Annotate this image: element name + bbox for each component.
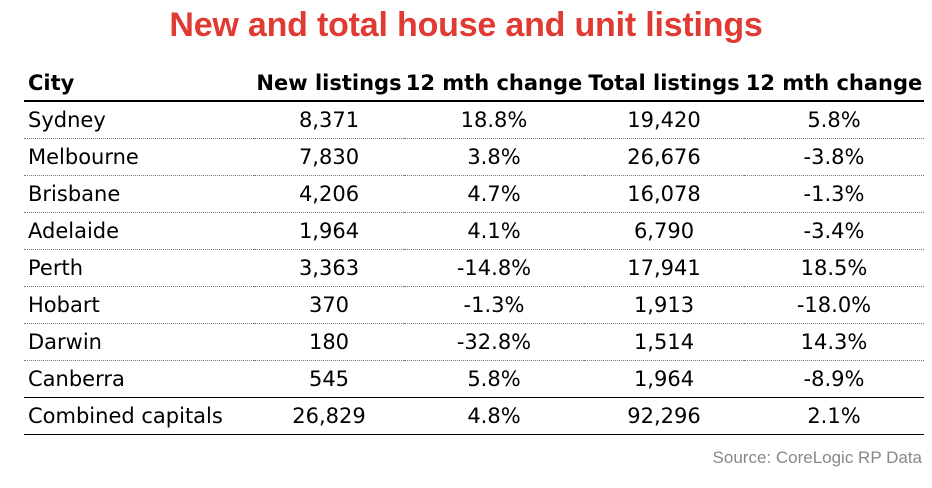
table-row: Brisbane 4,206 4.7% 16,078 -1.3% — [24, 175, 924, 213]
value-cell: 5.8% — [404, 360, 584, 398]
listings-table: City New listings 12 mth change Total listi… — [24, 66, 924, 435]
value-cell: 1,913 — [584, 286, 744, 324]
value-cell: 1,514 — [584, 323, 744, 361]
value-cell: -18.0% — [744, 286, 924, 324]
city-cell: Darwin — [24, 323, 254, 361]
table-row: Canberra 545 5.8% 1,964 -8.9% — [24, 360, 924, 398]
value-cell: 6,790 — [584, 212, 744, 250]
city-cell: Adelaide — [24, 212, 254, 250]
header-row: City New listings 12 mth change Total listi… — [24, 66, 924, 102]
chart-title: New and total house and unit listings — [169, 6, 763, 44]
value-cell: 18.5% — [744, 249, 924, 287]
value-cell: 4.1% — [404, 212, 584, 250]
table-row: Sydney 8,371 18.8% 19,420 5.8% — [24, 101, 924, 139]
value-cell: -32.8% — [404, 323, 584, 361]
city-cell: Hobart — [24, 286, 254, 324]
value-cell: 180 — [254, 323, 404, 361]
value-cell: 370 — [254, 286, 404, 324]
column-header: 12 mth change — [744, 66, 924, 102]
table-row: Melbourne 7,830 3.8% 26,676 -3.8% — [24, 138, 924, 176]
value-cell: 4.7% — [404, 175, 584, 213]
value-cell: 16,078 — [584, 175, 744, 213]
column-header: Total listings — [584, 66, 744, 102]
value-cell: 4,206 — [254, 175, 404, 213]
city-cell: Canberra — [24, 360, 254, 398]
city-cell: Perth — [24, 249, 254, 287]
value-cell: 7,830 — [254, 138, 404, 176]
value-cell: 26,676 — [584, 138, 744, 176]
table-row: Darwin 180 -32.8% 1,514 14.3% — [24, 323, 924, 361]
table-row: Combined capitals 26,829 4.8% 92,296 2.1% — [24, 397, 924, 435]
value-cell: 2.1% — [744, 397, 924, 435]
value-cell: -8.9% — [744, 360, 924, 398]
value-cell: 19,420 — [584, 101, 744, 139]
value-cell: 92,296 — [584, 397, 744, 435]
value-cell: 26,829 — [254, 397, 404, 435]
column-header: City — [24, 66, 254, 102]
value-cell: 1,964 — [584, 360, 744, 398]
value-cell: 4.8% — [404, 397, 584, 435]
city-cell: Sydney — [24, 101, 254, 139]
value-cell: 8,371 — [254, 101, 404, 139]
value-cell: 3.8% — [404, 138, 584, 176]
table-body: Sydney 8,371 18.8% 19,420 5.8% Melbourne 7,830… — [24, 101, 924, 435]
city-cell: Combined capitals — [24, 397, 254, 435]
column-header: 12 mth change — [404, 66, 584, 102]
value-cell: 5.8% — [744, 101, 924, 139]
value-cell: -3.4% — [744, 212, 924, 250]
value-cell: -14.8% — [404, 249, 584, 287]
city-cell: Melbourne — [24, 138, 254, 176]
value-cell: 545 — [254, 360, 404, 398]
value-cell: 1,964 — [254, 212, 404, 250]
column-header: New listings — [254, 66, 404, 102]
value-cell: -1.3% — [404, 286, 584, 324]
value-cell: 14.3% — [744, 323, 924, 361]
table-row: Perth 3,363 -14.8% 17,941 18.5% — [24, 249, 924, 287]
value-cell: 3,363 — [254, 249, 404, 287]
table-row: Adelaide 1,964 4.1% 6,790 -3.4% — [24, 212, 924, 250]
source-note: Source: CoreLogic RP Data — [712, 448, 922, 467]
value-cell: 17,941 — [584, 249, 744, 287]
table-row: Hobart 370 -1.3% 1,913 -18.0% — [24, 286, 924, 324]
value-cell: -1.3% — [744, 175, 924, 213]
value-cell: -3.8% — [744, 138, 924, 176]
value-cell: 18.8% — [404, 101, 584, 139]
city-cell: Brisbane — [24, 175, 254, 213]
